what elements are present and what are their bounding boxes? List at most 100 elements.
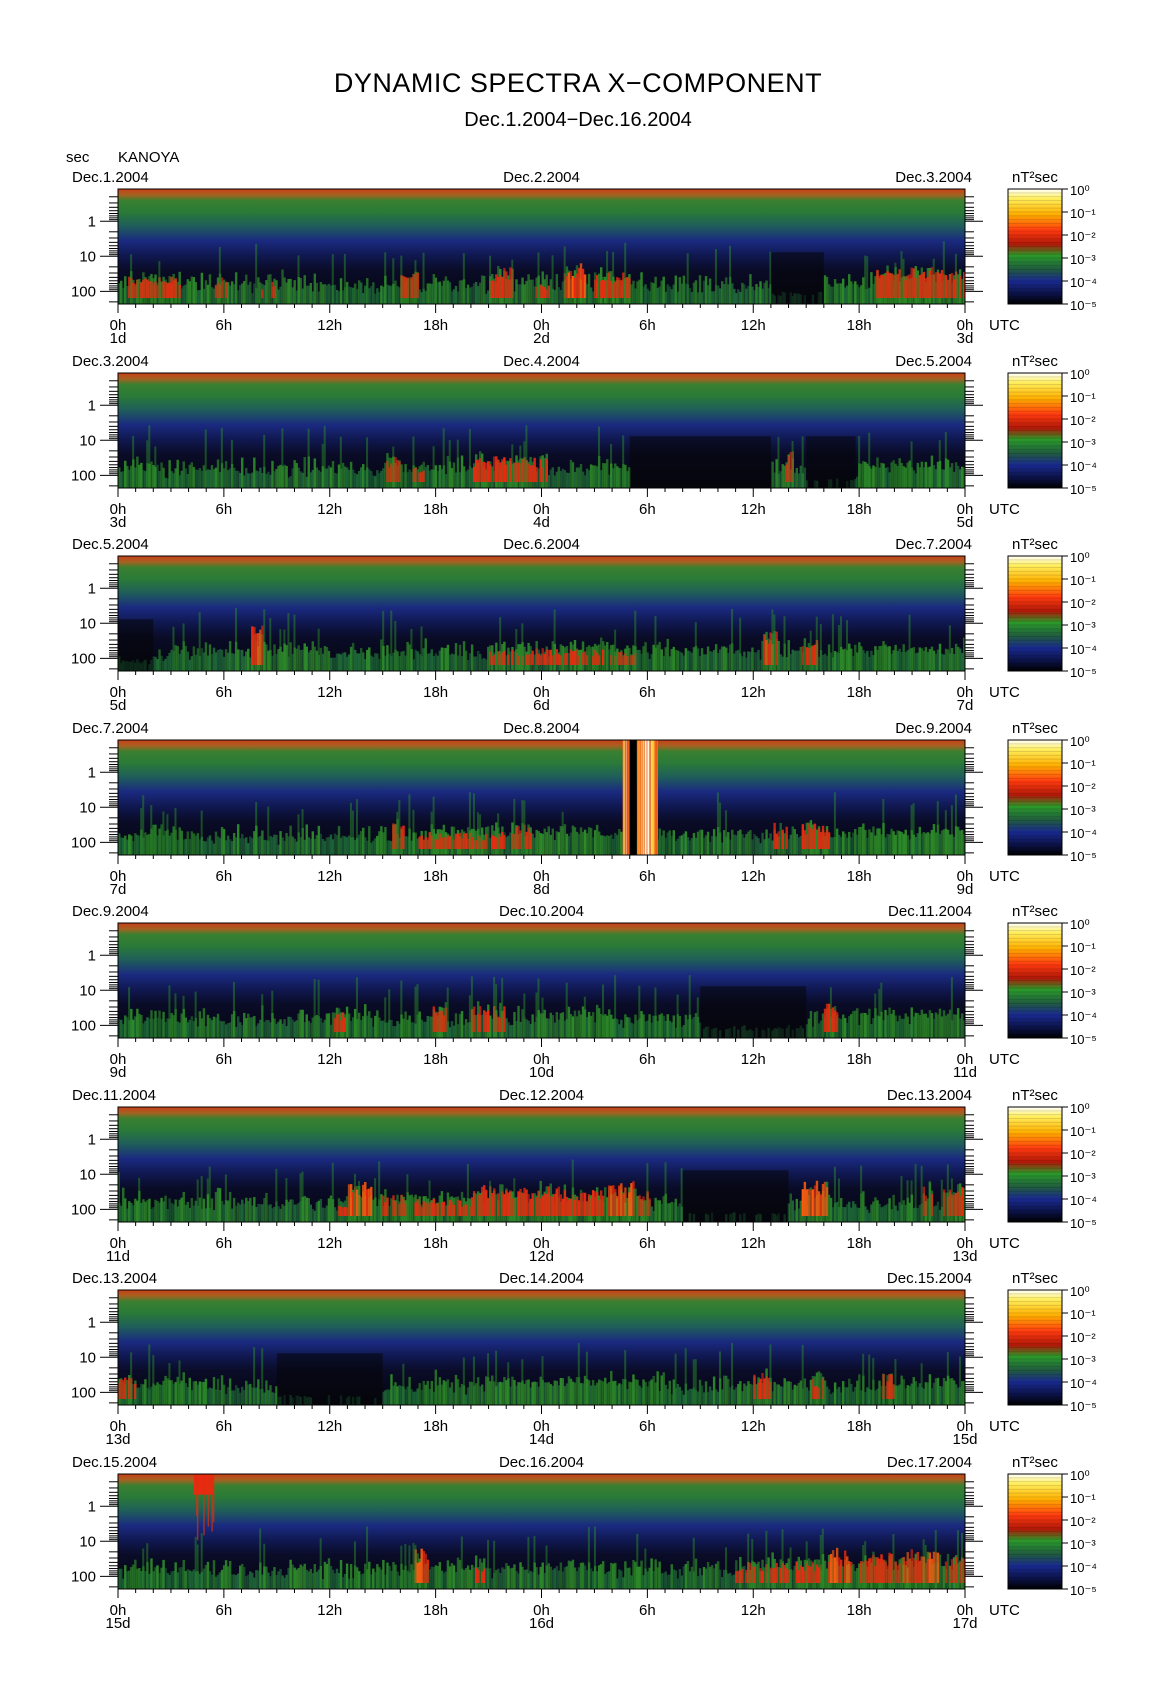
- x-tick-label: 12h: [317, 501, 342, 518]
- colorbar-tick-label: 10⁻⁵: [1070, 849, 1097, 864]
- colorbar-tick-label: 10⁰: [1070, 367, 1090, 382]
- colorbar-tick-label: 10⁰: [1070, 550, 1090, 565]
- chart-title: DYNAMIC SPECTRA X−COMPONENT: [333, 68, 823, 98]
- x-tick-label: 12h: [317, 1235, 342, 1252]
- spectra-panel-8: 1 10 100 0h 6h 12h 18h 0h 6h 12h 18h 0h UTC 15d 16d 17d…: [71, 1468, 1097, 1632]
- x-tick-label: 6h: [639, 317, 656, 334]
- colorbar-tick-label: 10⁻³: [1070, 986, 1096, 1001]
- day-label: 3d: [110, 514, 127, 531]
- day-label: 13d: [952, 1248, 977, 1265]
- x-tick-label: 0h: [957, 501, 974, 518]
- panel-start-date: Dec.11.2004: [72, 1087, 156, 1104]
- x-tick-label: 0h: [533, 1602, 550, 1619]
- x-tick-label: 18h: [423, 1602, 448, 1619]
- y-tick-label: 1: [88, 764, 96, 781]
- x-tick-label: 12h: [741, 1418, 766, 1435]
- y-tick-label: 1: [88, 1314, 96, 1331]
- panel-end-date: Dec.15.2004: [886, 1270, 972, 1287]
- colorbar-tick-label: 10⁻⁴: [1070, 1193, 1097, 1208]
- x-tick-label: 18h: [847, 501, 872, 518]
- x-tick-label: 0h: [533, 317, 550, 334]
- spectrogram-content: [118, 241, 965, 304]
- y-tick-label: 100: [71, 1017, 96, 1034]
- x-tick-label: 0h: [957, 1235, 974, 1252]
- x-tick-label: 0h: [533, 1235, 550, 1252]
- panel-start-date: Dec.1.2004: [72, 169, 149, 186]
- colorbar-tick-label: 10⁻⁵: [1070, 1399, 1097, 1414]
- day-label: 11d: [953, 1064, 977, 1081]
- y-tick-label: 1: [88, 580, 96, 597]
- x-tick-label: 6h: [216, 684, 233, 701]
- y-tick-label: 1: [88, 397, 96, 414]
- spectrogram-content: [118, 740, 965, 855]
- x-tick-label: 6h: [216, 317, 233, 334]
- panel-mid-date: Dec.16.2004: [498, 1454, 585, 1471]
- x-tick-label: 6h: [216, 868, 233, 885]
- colorbar-tick-label: 10⁻⁵: [1070, 665, 1097, 680]
- x-tick-label: 12h: [317, 1051, 342, 1068]
- colorbar-tick-label: 10⁻⁴: [1070, 642, 1097, 657]
- station-label: KANOYA: [118, 149, 180, 166]
- x-tick-label: 18h: [423, 868, 448, 885]
- x-tick-label: 18h: [423, 1051, 448, 1068]
- panel-start-date: Dec.9.2004: [72, 903, 149, 920]
- y-tick-label: 1: [88, 213, 96, 230]
- y-tick-label: 100: [71, 467, 96, 484]
- colorbar-unit: nT²sec: [1012, 1087, 1058, 1104]
- x-tick-label: 6h: [639, 1418, 656, 1435]
- colorbar-tick-label: 10⁻⁴: [1070, 275, 1097, 290]
- utc-label: UTC: [989, 1235, 1020, 1252]
- colorbar-tick-label: 10⁻⁵: [1070, 298, 1097, 313]
- x-tick-label: 0h: [110, 501, 127, 518]
- panel-end-date: Dec.13.2004: [886, 1087, 972, 1104]
- x-tick-label: 0h: [533, 1418, 550, 1435]
- panel-end-date: Dec.5.2004: [895, 353, 972, 370]
- colorbar-tick-label: 10⁰: [1070, 1101, 1090, 1116]
- colorbar: [1007, 1473, 1063, 1590]
- day-label: 5d: [957, 514, 974, 531]
- spectra-panel-3: 1 10 100 0h 6h 12h 18h 0h 6h 12h 18h 0h UTC 5d 6d 7d 10⁰…: [71, 550, 1097, 714]
- y-tick-label: 10: [79, 982, 96, 999]
- x-tick-label: 0h: [533, 868, 550, 885]
- colorbar-tick-label: 10⁻⁵: [1070, 1216, 1097, 1231]
- colorbar-tick-label: 10⁻¹: [1070, 757, 1096, 772]
- day-label: 15d: [105, 1615, 130, 1632]
- x-tick-label: 6h: [639, 868, 656, 885]
- x-tick-label: 12h: [317, 1602, 342, 1619]
- panel-start-date: Dec.15.2004: [72, 1454, 158, 1471]
- y-tick-label: 10: [79, 248, 96, 265]
- x-tick-label: 12h: [317, 868, 342, 885]
- panel-mid-date: Dec.8.2004: [503, 720, 580, 737]
- colorbar-tick-label: 10⁻¹: [1070, 1307, 1096, 1322]
- colorbar-tick-label: 10⁻¹: [1070, 390, 1096, 405]
- colorbar-tick-label: 10⁻³: [1070, 436, 1096, 451]
- x-tick-label: 0h: [110, 868, 127, 885]
- colorbar-tick-label: 10⁰: [1070, 1468, 1090, 1483]
- day-label: 16d: [529, 1615, 554, 1632]
- panel-mid-date: Dec.12.2004: [498, 1087, 585, 1104]
- day-label: 17d: [952, 1615, 977, 1632]
- colorbar-unit: nT²sec: [1012, 169, 1058, 186]
- x-tick-label: 18h: [423, 317, 448, 334]
- x-tick-label: 6h: [639, 684, 656, 701]
- x-tick-label: 18h: [423, 1418, 448, 1435]
- x-tick-label: 6h: [216, 1418, 233, 1435]
- colorbar-tick-label: 10⁰: [1070, 734, 1090, 749]
- y-tick-label: 1: [88, 1131, 96, 1148]
- colorbar-unit: nT²sec: [1012, 720, 1058, 737]
- y-tick-label: 100: [71, 1201, 96, 1218]
- spectrogram-content: [118, 425, 965, 488]
- y-tick-label: 100: [71, 650, 96, 667]
- panel-start-date: Dec.3.2004: [72, 353, 149, 370]
- panel-start-date: Dec.7.2004: [72, 720, 149, 737]
- y-tick-label: 100: [71, 1568, 96, 1585]
- colorbar-tick-label: 10⁻¹: [1070, 1124, 1096, 1139]
- x-tick-label: 18h: [423, 684, 448, 701]
- utc-label: UTC: [989, 501, 1020, 518]
- panel-start-date: Dec.5.2004: [72, 536, 149, 553]
- colorbar-unit: nT²sec: [1012, 1454, 1058, 1471]
- x-tick-label: 12h: [741, 684, 766, 701]
- y-tick-label: 10: [79, 432, 96, 449]
- panel-mid-date: Dec.10.2004: [498, 903, 585, 920]
- y-tick-label: 10: [79, 1533, 96, 1550]
